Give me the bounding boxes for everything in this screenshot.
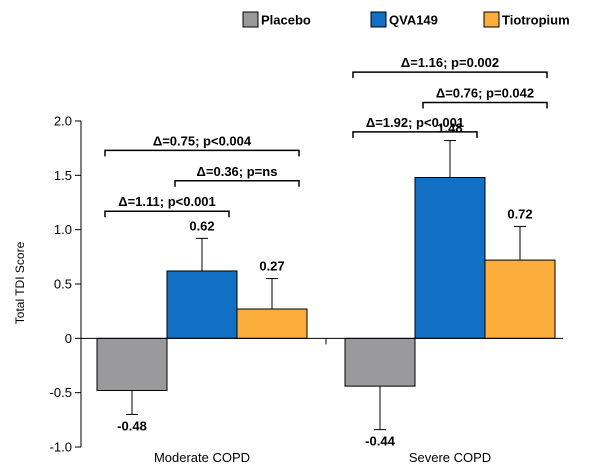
significance-bracket bbox=[104, 149, 300, 157]
data-label: -0.48 bbox=[117, 418, 147, 433]
data-label: 0.27 bbox=[259, 259, 284, 274]
y-tick-label: 0 bbox=[65, 331, 72, 346]
significance-label: Δ=0.76; p=0.042 bbox=[436, 86, 534, 101]
significance-bracket bbox=[422, 101, 548, 109]
legend-swatch bbox=[370, 11, 387, 28]
significance-label: Δ=0.36; p=ns bbox=[197, 164, 278, 179]
significance-bracket bbox=[352, 131, 478, 138]
significance-label: Δ=1.92; p<0.001 bbox=[366, 115, 464, 130]
bar bbox=[414, 177, 486, 339]
significance-brackets: Δ=0.75; p<0.004 Δ=0.36; p=ns Δ=1.11; p<0.0… bbox=[104, 55, 548, 218]
data-label: 0.62 bbox=[189, 218, 214, 233]
significance-bracket bbox=[352, 71, 548, 79]
significance-label: Δ=0.75; p<0.004 bbox=[153, 133, 252, 148]
data-label: -0.44 bbox=[365, 434, 395, 449]
significance-bracket bbox=[104, 210, 230, 218]
axes: -1.0 -0.5 0 0.5 1.0 1.5 2.0 Moderate COPD Severe… bbox=[50, 114, 563, 465]
legend-swatch bbox=[483, 11, 500, 28]
legend-label: Placebo bbox=[261, 13, 311, 28]
y-axis-label: Total TDI Score bbox=[13, 241, 27, 324]
bars: -0.48 -0.44 0.62 1.48 0.27 0.72 bbox=[96, 121, 556, 449]
legend-swatch bbox=[242, 11, 259, 28]
bar bbox=[166, 270, 238, 339]
legend-label: Tiotropium bbox=[502, 13, 570, 28]
y-tick-label: -1.0 bbox=[50, 440, 72, 455]
significance-label: Δ=1.16; p=0.002 bbox=[401, 55, 499, 70]
data-label: 1.48 bbox=[437, 121, 462, 136]
y-tick-label: 1.5 bbox=[54, 168, 72, 183]
y-tick-label: 0.5 bbox=[54, 277, 72, 292]
y-tick-label: -0.5 bbox=[50, 385, 72, 400]
significance-label: Δ=1.11; p<0.001 bbox=[118, 194, 216, 209]
bar bbox=[96, 337, 168, 391]
bar bbox=[484, 259, 556, 339]
legend-label: QVA149 bbox=[389, 13, 438, 28]
y-tick-label: 1.0 bbox=[54, 222, 72, 237]
bar bbox=[344, 337, 416, 387]
x-category-label: Severe COPD bbox=[409, 450, 491, 465]
significance-bracket bbox=[174, 180, 300, 187]
data-label: 0.72 bbox=[507, 206, 532, 221]
legend: Placebo QVA149 Tiotropium bbox=[242, 11, 570, 28]
x-category-label: Moderate COPD bbox=[154, 450, 250, 465]
y-tick-label: 2.0 bbox=[54, 114, 72, 129]
bar bbox=[236, 308, 308, 339]
